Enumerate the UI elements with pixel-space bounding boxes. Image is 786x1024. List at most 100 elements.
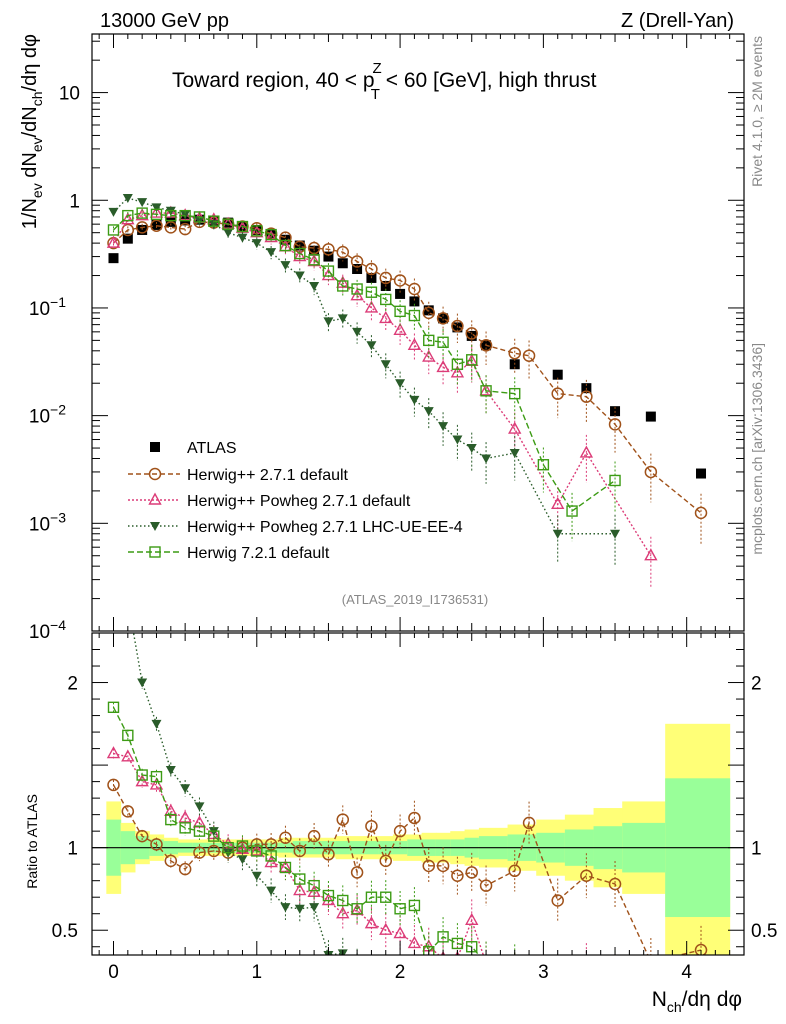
marker-herwig721	[365, 891, 378, 903]
legend-label-atlas: ATLAS	[187, 440, 237, 457]
marker-herwig271	[150, 838, 163, 851]
marker-herwig721	[322, 889, 335, 902]
marker-herwig721	[466, 354, 478, 366]
marker-herwig271	[148, 467, 162, 481]
marker-herwig721	[279, 861, 292, 874]
marker-atlas	[395, 288, 406, 299]
marker-herwig721	[265, 850, 277, 862]
marker-powheg-ue	[294, 271, 305, 281]
marker-herwig721	[351, 903, 363, 915]
ratio-y-tick-label: 0.5	[52, 921, 78, 942]
marker-herwig721	[609, 474, 621, 487]
marker-herwig271	[164, 854, 178, 868]
marker-powheg-ue	[165, 766, 176, 776]
marker-powheg-ue	[409, 395, 420, 405]
marker-herwig271	[522, 349, 536, 362]
marker-powheg-ue	[366, 341, 377, 351]
marker-herwig721	[179, 822, 191, 834]
main-ylabel: 1/Nev dNev/dNch/dη dφ	[19, 34, 45, 229]
marker-powheg271	[644, 548, 658, 561]
legend-label-herwig271: Herwig++ 2.7.1 default	[187, 467, 349, 484]
y-tick-label: 10−3	[29, 509, 66, 535]
marker-herwig721	[394, 903, 406, 915]
marker-herwig721	[365, 286, 378, 298]
marker-herwig721	[294, 873, 306, 885]
y-tick-label: 10	[59, 84, 80, 105]
marker-herwig271	[193, 846, 206, 859]
marker-herwig721	[265, 228, 277, 241]
marker-herwig721	[308, 254, 320, 266]
marker-herwig271	[178, 222, 192, 236]
marker-herwig721	[308, 879, 320, 892]
marker-herwig721	[236, 840, 249, 852]
ratio-y-tick-label: 1	[751, 839, 762, 860]
marker-herwig721	[222, 218, 234, 230]
main-series	[106, 193, 708, 589]
ratio-line-powheg_ue	[132, 633, 346, 955]
marker-powheg-ue	[266, 248, 277, 258]
marker-herwig721	[481, 958, 491, 968]
marker-powheg-ue	[452, 435, 463, 445]
marker-herwig721	[451, 937, 464, 950]
marker-herwig721	[122, 729, 134, 742]
marker-herwig271	[379, 271, 393, 285]
marker-herwig271	[465, 866, 478, 879]
marker-herwig271	[393, 274, 407, 287]
marker-atlas	[645, 411, 656, 422]
marker-herwig271	[408, 811, 421, 825]
marker-powheg271	[465, 912, 479, 926]
marker-herwig721	[193, 211, 206, 223]
marker-herwig271	[451, 869, 464, 882]
marker-herwig271	[645, 956, 656, 967]
marker-powheg271	[422, 349, 436, 362]
marker-atlas	[337, 258, 348, 269]
marker-herwig271	[694, 943, 708, 955]
marker-herwig721	[322, 265, 335, 277]
marker-powheg-ue	[266, 886, 277, 896]
marker-powheg271	[135, 208, 149, 221]
marker-herwig721	[337, 280, 349, 292]
marker-herwig721	[509, 387, 521, 400]
plot-title-pre: Toward region, 40 < p	[172, 69, 375, 92]
ratio-y-tick-label: 0.5	[751, 921, 777, 942]
marker-herwig271	[436, 859, 450, 873]
marker-herwig721	[337, 894, 349, 907]
marker-herwig271	[508, 864, 521, 878]
marker-herwig721	[136, 207, 148, 219]
marker-powheg271	[436, 360, 450, 373]
side-label-rivet: Rivet 4.1.0, ≥ 2M events	[749, 36, 765, 187]
marker-herwig271	[350, 255, 364, 268]
marker-herwig721	[251, 225, 263, 237]
marker-herwig271	[279, 831, 292, 845]
marker-powheg-ue	[395, 379, 406, 389]
marker-powheg-ue	[251, 871, 262, 881]
marker-herwig721	[107, 701, 120, 714]
marker-powheg271	[407, 935, 422, 949]
legend-label-powheg271: Herwig++ Powheg 2.7.1 default	[187, 493, 411, 510]
marker-atlas	[409, 296, 420, 307]
marker-powheg271	[508, 421, 522, 434]
marker-powheg271	[479, 383, 493, 396]
marker-herwig271	[336, 245, 350, 259]
header-process-label: Z (Drell-Yan)	[621, 10, 734, 32]
marker-herwig721	[537, 459, 550, 471]
marker-powheg-ue	[108, 579, 118, 588]
marker-herwig721	[380, 891, 392, 903]
marker-herwig721	[165, 813, 177, 826]
marker-herwig271	[135, 221, 149, 234]
marker-herwig721	[179, 209, 191, 222]
marker-herwig721	[251, 845, 263, 857]
xlabel: Nch/dη dφ	[652, 988, 742, 1015]
marker-herwig721	[480, 385, 492, 397]
marker-powheg-ue	[180, 784, 191, 794]
marker-powheg271	[364, 916, 379, 929]
marker-powheg-ue	[280, 903, 291, 913]
marker-powheg271	[148, 492, 162, 505]
marker-herwig271	[293, 844, 307, 858]
marker-herwig721	[150, 770, 163, 783]
marker-herwig721	[208, 215, 220, 227]
marker-atlas	[438, 313, 449, 324]
marker-herwig721	[394, 305, 406, 318]
marker-herwig271	[522, 816, 536, 830]
marker-powheg271	[552, 987, 563, 997]
